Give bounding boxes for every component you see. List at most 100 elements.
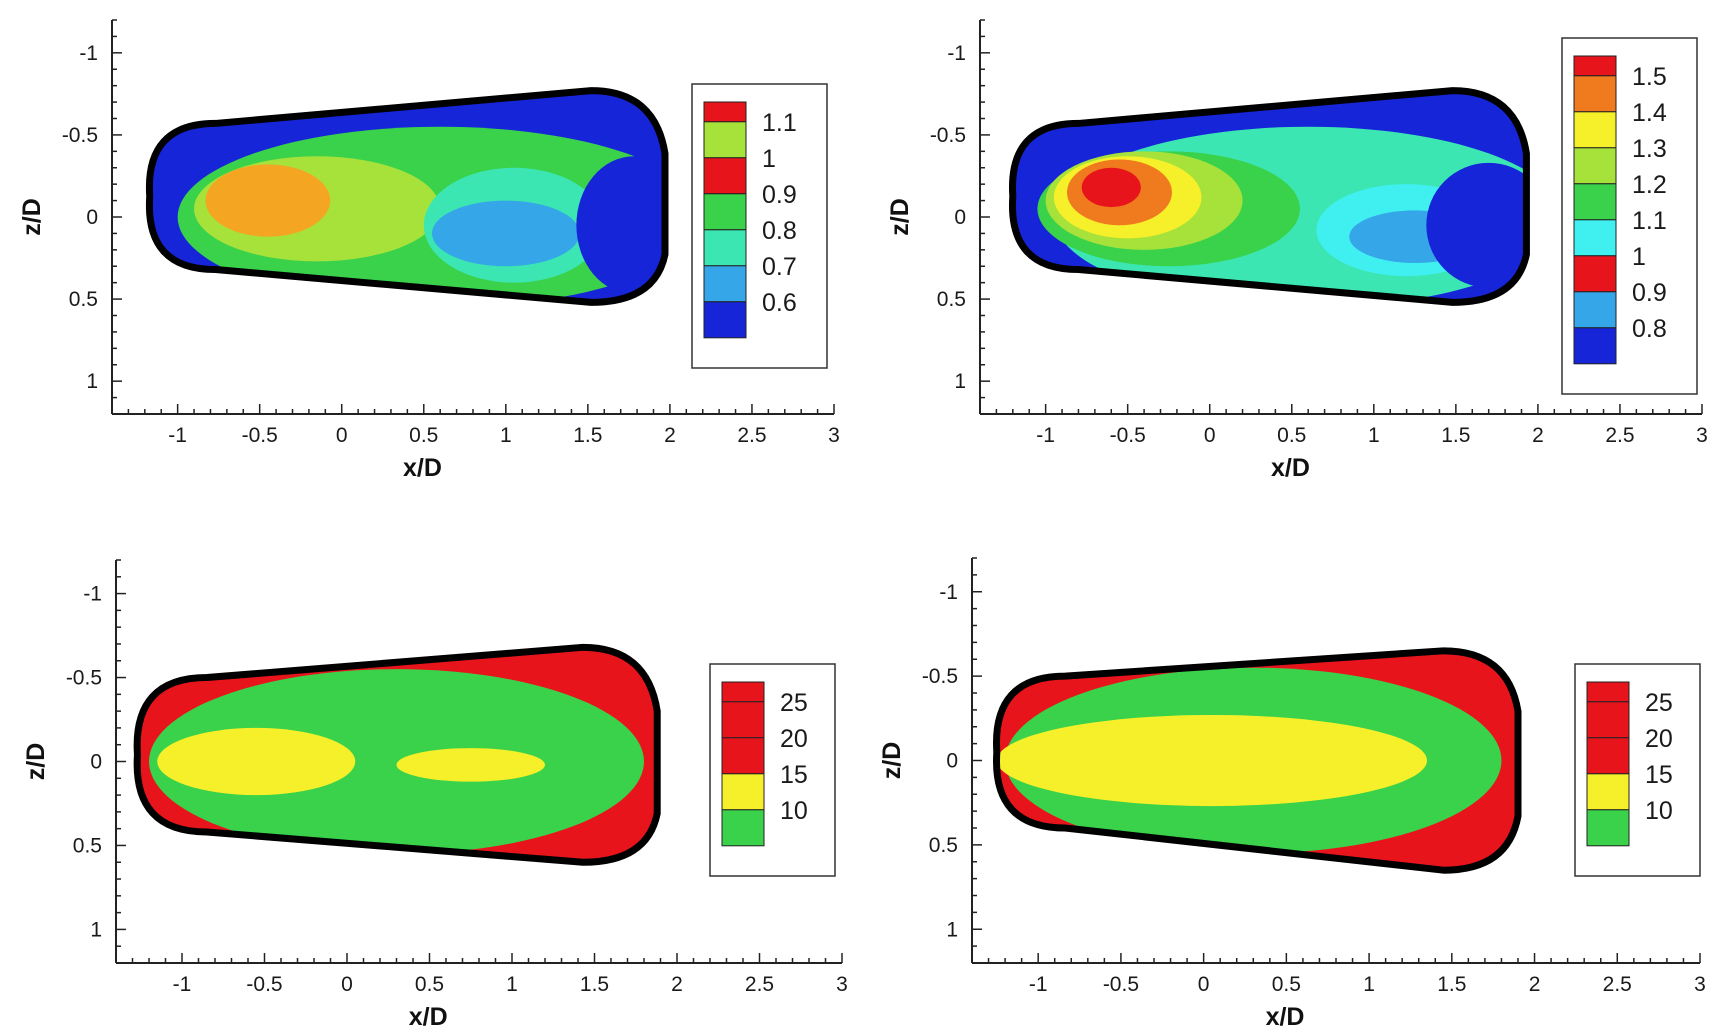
- legend-label: 1.4: [1632, 99, 1667, 127]
- y-tick-label: -1: [947, 42, 966, 65]
- legend-label: 1.3: [1632, 135, 1667, 163]
- y-tick-label: -1: [79, 42, 98, 65]
- legend-label: 0.8: [762, 217, 797, 245]
- x-tick-label: 0.5: [415, 973, 444, 996]
- x-tick-label: 3: [836, 973, 848, 996]
- legend-label: 15: [780, 761, 808, 789]
- x-tick-label: 2: [1529, 973, 1541, 996]
- contour-field: [149, 90, 665, 303]
- contour-region-0.7: [1426, 162, 1527, 288]
- y-tick-label: 1: [946, 918, 958, 941]
- x-tick-label: 1: [506, 973, 518, 996]
- contour-region-1: [205, 164, 331, 237]
- legend-swatch: [1573, 255, 1617, 293]
- chart-panel-1: -1 -0.5 0 0.5 1 1.5 2 2.5 3-1-0.500.51x/Dz/D1.11…: [18, 19, 840, 482]
- legend-swatch: [1586, 809, 1630, 847]
- y-tick-label: 0.5: [937, 288, 966, 311]
- legend-swatch: [703, 121, 747, 159]
- contour-region-0.5: [576, 156, 665, 295]
- x-tick-label: -0.5: [1103, 973, 1139, 996]
- y-tick-label: 0: [954, 206, 966, 229]
- legend-swatch: [721, 701, 765, 739]
- y-tick-label: 1: [954, 370, 966, 393]
- legend-label: 15: [1645, 761, 1673, 789]
- legend-label: 1.1: [762, 109, 797, 137]
- x-tick-label: 3: [1694, 973, 1706, 996]
- legend-swatch: [1573, 75, 1617, 113]
- legend: 1.5 1.4 1.3 1.2 1.1 1 0.9 0.8: [1561, 37, 1698, 395]
- legend: 25 20 15 10: [709, 663, 836, 877]
- x-tick-label: -1: [168, 424, 187, 447]
- y-tick-label: 0.5: [69, 288, 98, 311]
- x-axis-title: x/D: [403, 454, 442, 482]
- x-tick-label: 1.5: [1437, 973, 1466, 996]
- x-tick-label: -1: [1029, 973, 1048, 996]
- x-tick-label: 0: [1198, 973, 1210, 996]
- y-tick-label: 0: [86, 206, 98, 229]
- x-tick-label: 0.5: [1277, 424, 1306, 447]
- y-tick-label: 1: [86, 370, 98, 393]
- x-tick-label: 1: [1368, 424, 1380, 447]
- contour-region-0.6: [431, 200, 580, 267]
- legend-label: 1.1: [1632, 207, 1667, 235]
- legend-swatch: [703, 157, 747, 195]
- legend-swatch: [1586, 701, 1630, 739]
- x-tick-label: 1: [1363, 973, 1375, 996]
- y-tick-label: 0.5: [73, 834, 102, 857]
- legend-swatch: [1573, 147, 1617, 185]
- contour-region-20: [157, 727, 356, 796]
- y-tick-label: 0: [946, 750, 958, 773]
- legend-swatch: [1586, 737, 1630, 775]
- x-tick-label: -0.5: [246, 973, 282, 996]
- x-tick-label: 2: [664, 424, 676, 447]
- legend-swatch: [1573, 55, 1617, 77]
- legend-swatch: [703, 229, 747, 267]
- x-tick-label: 2.5: [745, 973, 774, 996]
- contour-field: [137, 647, 658, 863]
- x-tick-label: 2.5: [737, 424, 766, 447]
- legend-swatch: [1573, 291, 1617, 329]
- x-tick-label: 0: [1204, 424, 1216, 447]
- x-tick-label: 3: [828, 424, 840, 447]
- contour-region-20: [396, 748, 545, 782]
- legend-swatch: [1573, 111, 1617, 149]
- x-tick-label: 0: [336, 424, 348, 447]
- legend-swatch: [703, 301, 747, 339]
- legend-swatch: [703, 265, 747, 303]
- x-tick-label: -0.5: [242, 424, 278, 447]
- y-axis-title: z/D: [878, 742, 906, 780]
- y-tick-label: -0.5: [66, 667, 102, 690]
- x-tick-label: -0.5: [1110, 424, 1146, 447]
- y-tick-label: 0.5: [929, 834, 958, 857]
- x-tick-label: 1: [500, 424, 512, 447]
- y-tick-label: -0.5: [930, 124, 966, 147]
- x-tick-label: 0: [341, 973, 353, 996]
- body-outline: [145, 87, 669, 306]
- legend-label: 20: [780, 725, 808, 753]
- legend-swatch: [721, 773, 765, 811]
- x-tick-label: -1: [1036, 424, 1055, 447]
- legend-label: 25: [780, 689, 808, 717]
- legend-label: 25: [1645, 689, 1673, 717]
- y-axis-title: z/D: [18, 198, 46, 236]
- x-tick-label: 2.5: [1603, 973, 1632, 996]
- y-tick-label: 0: [90, 751, 102, 774]
- legend-label: 0.6: [762, 289, 797, 317]
- x-tick-label: 2.5: [1605, 424, 1634, 447]
- y-tick-label: -0.5: [922, 665, 958, 688]
- chart-panel-3: -1 -0.5 0 0.5 1 1.5 2 2.5 3 -1 -0.5 0 0.5 1 x/D z/D 25 20…: [22, 559, 848, 1031]
- legend-label: 0.8: [1632, 315, 1667, 343]
- legend-swatch: [703, 101, 747, 123]
- legend-swatch: [1573, 219, 1617, 257]
- legend: 25 20 15 10: [1574, 663, 1701, 877]
- x-tick-label: 2: [671, 973, 683, 996]
- legend-label: 10: [780, 797, 808, 825]
- x-axis-title: x/D: [409, 1003, 448, 1031]
- body-outline: [993, 647, 1522, 874]
- legend-label: 20: [1645, 725, 1673, 753]
- y-tick-label: 1: [90, 918, 102, 941]
- x-tick-label: 3: [1696, 424, 1708, 447]
- chart-panel-2: -1 -0.5 0 0.5 1 1.5 2 2.5 3-1-0.500.51x/Dz/D1.51…: [886, 19, 1708, 482]
- legend-label: 1: [1632, 243, 1646, 271]
